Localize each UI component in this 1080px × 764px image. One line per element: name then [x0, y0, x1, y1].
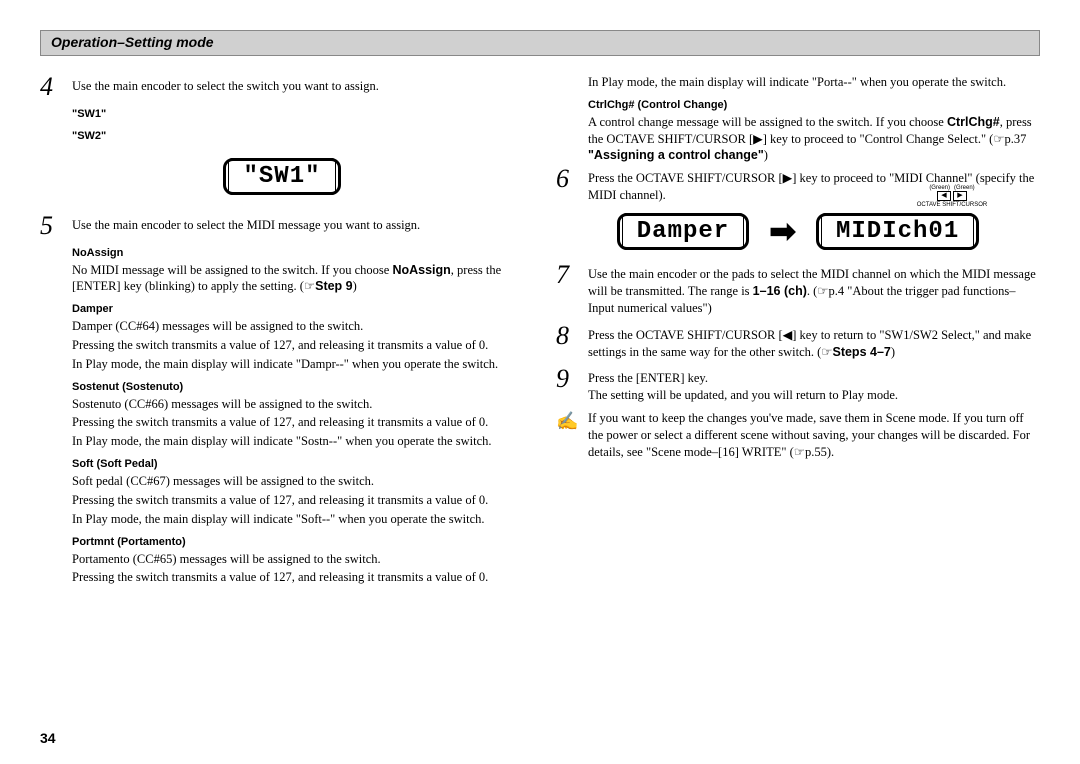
lcd-midich: MIDIch01: [816, 213, 979, 250]
t: Pressing the switch transmits a value of…: [72, 492, 524, 509]
note-row: ✍ If you want to keep the changes you've…: [556, 410, 1040, 461]
lcd-text: Damper: [622, 213, 744, 250]
t: Portamento (CC#65) messages will be assi…: [72, 551, 524, 568]
step-9: 9 Press the [ENTER] key. The setting wil…: [556, 366, 1040, 404]
portamento-block: Portmnt (Portamento) Portamento (CC#65) …: [72, 535, 524, 587]
noassign-text: No MIDI message will be assigned to the …: [72, 262, 524, 296]
step-5: 5 Use the main encoder to select the MID…: [40, 213, 524, 239]
t: In Play mode, the main display will indi…: [72, 356, 524, 373]
cursor-label: OCTAVE SHIFT/CURSOR: [917, 202, 987, 208]
cursor-right-icon: ▶: [953, 191, 967, 201]
step-body: Use the main encoder to select the MIDI …: [72, 213, 524, 234]
t: Sostenuto (CC#66) messages will be assig…: [72, 396, 524, 413]
t: Step 9: [315, 279, 353, 293]
portamento-label: Portmnt (Portamento): [72, 535, 524, 550]
step-number: 8: [556, 323, 588, 349]
noassign-block: NoAssign No MIDI message will be assigne…: [72, 246, 524, 296]
t: NoAssign: [392, 263, 450, 277]
t: The setting will be updated, and you wil…: [588, 388, 898, 402]
lcd-midich-wrap: (Green)(Green) ◀ ▶ OCTAVE SHIFT/CURSOR M…: [816, 213, 979, 250]
step-body: Press the [ENTER] key. The setting will …: [588, 366, 1040, 404]
step-number: 5: [40, 213, 72, 239]
t: A control change message will be assigne…: [588, 115, 947, 129]
arrow-icon: ➡: [769, 212, 796, 250]
ctrlchg-block: CtrlChg# (Control Change) A control chan…: [588, 98, 1040, 164]
t: ): [353, 279, 357, 293]
step-body: Use the main encoder or the pads to sele…: [588, 262, 1040, 317]
damper-block: Damper Damper (CC#64) messages will be a…: [72, 302, 524, 372]
t: ): [764, 148, 768, 162]
note-icon: ✍: [556, 410, 588, 430]
noassign-label: NoAssign: [72, 246, 524, 261]
lcd-row: Damper ➡ (Green)(Green) ◀ ▶ OCTAVE SHIFT…: [556, 212, 1040, 250]
lcd-damper: Damper: [617, 213, 749, 250]
note-body: If you want to keep the changes you've m…: [588, 410, 1040, 461]
t: Pressing the switch transmits a value of…: [72, 337, 524, 354]
lcd-display: "SW1": [223, 158, 340, 195]
step-8: 8 Press the OCTAVE SHIFT/CURSOR [◀] key …: [556, 323, 1040, 361]
step-number: 4: [40, 74, 72, 100]
lcd-text: "SW1": [228, 158, 335, 195]
t: Press the OCTAVE SHIFT/CURSOR [◀] key to…: [588, 328, 1031, 359]
ctrlchg-text: A control change message will be assigne…: [588, 114, 1040, 165]
t: Press the [ENTER] key.: [588, 371, 708, 385]
step-number: 7: [556, 262, 588, 288]
soft-label: Soft (Soft Pedal): [72, 457, 524, 472]
t: "Assigning a control change": [588, 148, 764, 162]
t: ): [891, 345, 895, 359]
step-number: 9: [556, 366, 588, 392]
t: Pressing the switch transmits a value of…: [72, 414, 524, 431]
sostenuto-block: Sostenut (Sostenuto) Sostenuto (CC#66) m…: [72, 380, 524, 450]
page-number: 34: [40, 730, 56, 746]
porta-block: In Play mode, the main display will indi…: [556, 74, 1040, 91]
header-title: Operation–Setting mode: [51, 34, 214, 50]
sw2-label: "SW2": [72, 129, 524, 144]
content-columns: 4 Use the main encoder to select the swi…: [40, 74, 1040, 588]
t: In Play mode, the main display will indi…: [72, 511, 524, 528]
lcd-text: MIDIch01: [821, 213, 974, 250]
cursor-diagram: (Green)(Green) ◀ ▶ OCTAVE SHIFT/CURSOR: [917, 185, 987, 208]
lcd-sw1-wrap: "SW1": [40, 158, 524, 195]
sw1-label: "SW1": [72, 107, 524, 122]
sw-labels: "SW1" "SW2": [72, 107, 524, 144]
t: Damper (CC#64) messages will be assigned…: [72, 318, 524, 335]
t: Steps 4–7: [832, 345, 890, 359]
t: In Play mode, the main display will indi…: [72, 433, 524, 450]
damper-label: Damper: [72, 302, 524, 317]
header-bar: Operation–Setting mode: [40, 30, 1040, 56]
ctrlchg-label: CtrlChg# (Control Change): [588, 98, 1040, 113]
t: No MIDI message will be assigned to the …: [72, 263, 392, 277]
soft-block: Soft (Soft Pedal) Soft pedal (CC#67) mes…: [72, 457, 524, 527]
t: Soft pedal (CC#67) messages will be assi…: [72, 473, 524, 490]
sostenuto-label: Sostenut (Sostenuto): [72, 380, 524, 395]
t: Pressing the switch transmits a value of…: [72, 569, 524, 586]
right-column: In Play mode, the main display will indi…: [556, 74, 1040, 588]
left-column: 4 Use the main encoder to select the swi…: [40, 74, 524, 588]
t: 1–16 (ch): [753, 284, 807, 298]
step-4: 4 Use the main encoder to select the swi…: [40, 74, 524, 100]
t: CtrlChg#: [947, 115, 1000, 129]
step-number: 6: [556, 166, 588, 192]
t: In Play mode, the main display will indi…: [588, 74, 1040, 91]
step-body: Use the main encoder to select the switc…: [72, 74, 524, 95]
cursor-left-icon: ◀: [937, 191, 951, 201]
step-7: 7 Use the main encoder or the pads to se…: [556, 262, 1040, 317]
step-body: Press the OCTAVE SHIFT/CURSOR [◀] key to…: [588, 323, 1040, 361]
